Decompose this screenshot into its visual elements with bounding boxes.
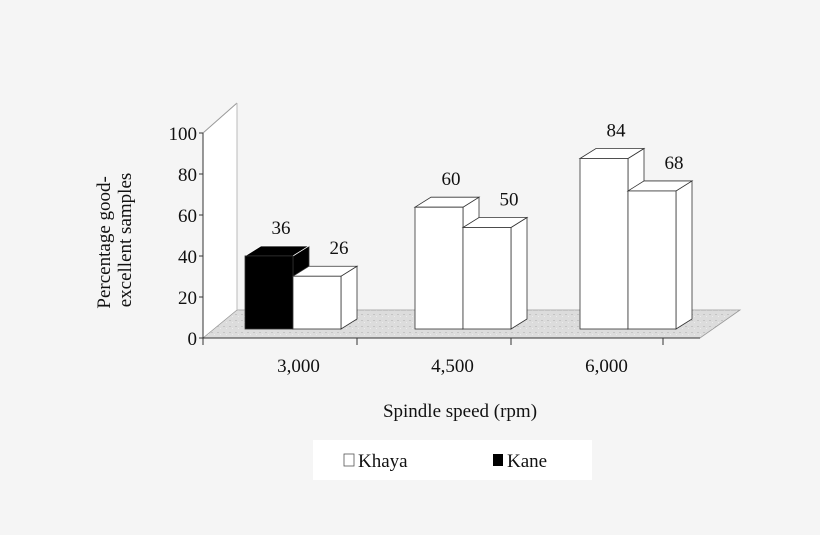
y-tick-label: 40 xyxy=(178,247,197,268)
x-tick-label: 3,000 xyxy=(277,356,320,377)
bar xyxy=(626,180,694,330)
bar xyxy=(461,216,529,330)
y-tick-label: 20 xyxy=(178,288,197,309)
x-tick-label: 4,500 xyxy=(431,356,474,377)
x-ticks: 3,000 4,500 6,000 xyxy=(202,338,664,377)
data-label: 50 xyxy=(500,190,519,211)
bar xyxy=(243,245,311,330)
bar-front xyxy=(579,158,629,330)
data-label: 60 xyxy=(442,169,461,190)
data-label: 68 xyxy=(665,153,684,174)
data-label: 36 xyxy=(272,218,291,239)
y-tick-label: 0 xyxy=(188,329,198,350)
legend-swatch-kane xyxy=(493,454,503,466)
y-axis-label-line-1: Percentage good- xyxy=(94,176,115,308)
legend-label-kane: Kane xyxy=(507,451,547,472)
data-label: 26 xyxy=(330,238,349,259)
bar-side xyxy=(675,180,693,330)
wall-edge xyxy=(202,102,238,134)
legend-swatch-khaya xyxy=(343,453,355,467)
x-axis-label: Spindle speed (rpm) xyxy=(383,401,537,422)
y-tick-label: 100 xyxy=(169,124,198,145)
bars: 36 26 60 50 84 68 xyxy=(243,120,694,330)
bar-front xyxy=(244,255,294,330)
y-tick-label: 60 xyxy=(178,206,197,227)
bar-front xyxy=(414,206,464,330)
bar-front xyxy=(292,275,342,330)
y-axis-label: Percentage good- excellent samples xyxy=(94,171,136,308)
bar-front xyxy=(627,190,677,330)
y-axis-label-line-2: excellent samples xyxy=(115,173,136,308)
x-tick-label: 6,000 xyxy=(585,356,628,377)
bar-side xyxy=(510,216,528,330)
y-ticks: 0 20 40 60 80 100 xyxy=(169,124,203,350)
back-wall xyxy=(203,103,237,338)
legend-box xyxy=(313,440,592,480)
legend-label-khaya: Khaya xyxy=(358,451,408,472)
legend: Khaya Kane xyxy=(313,440,592,480)
bar-side xyxy=(340,265,358,330)
data-label: 84 xyxy=(607,120,627,141)
y-tick-label: 80 xyxy=(178,165,197,186)
bar xyxy=(291,265,359,330)
bar-front xyxy=(462,227,512,330)
